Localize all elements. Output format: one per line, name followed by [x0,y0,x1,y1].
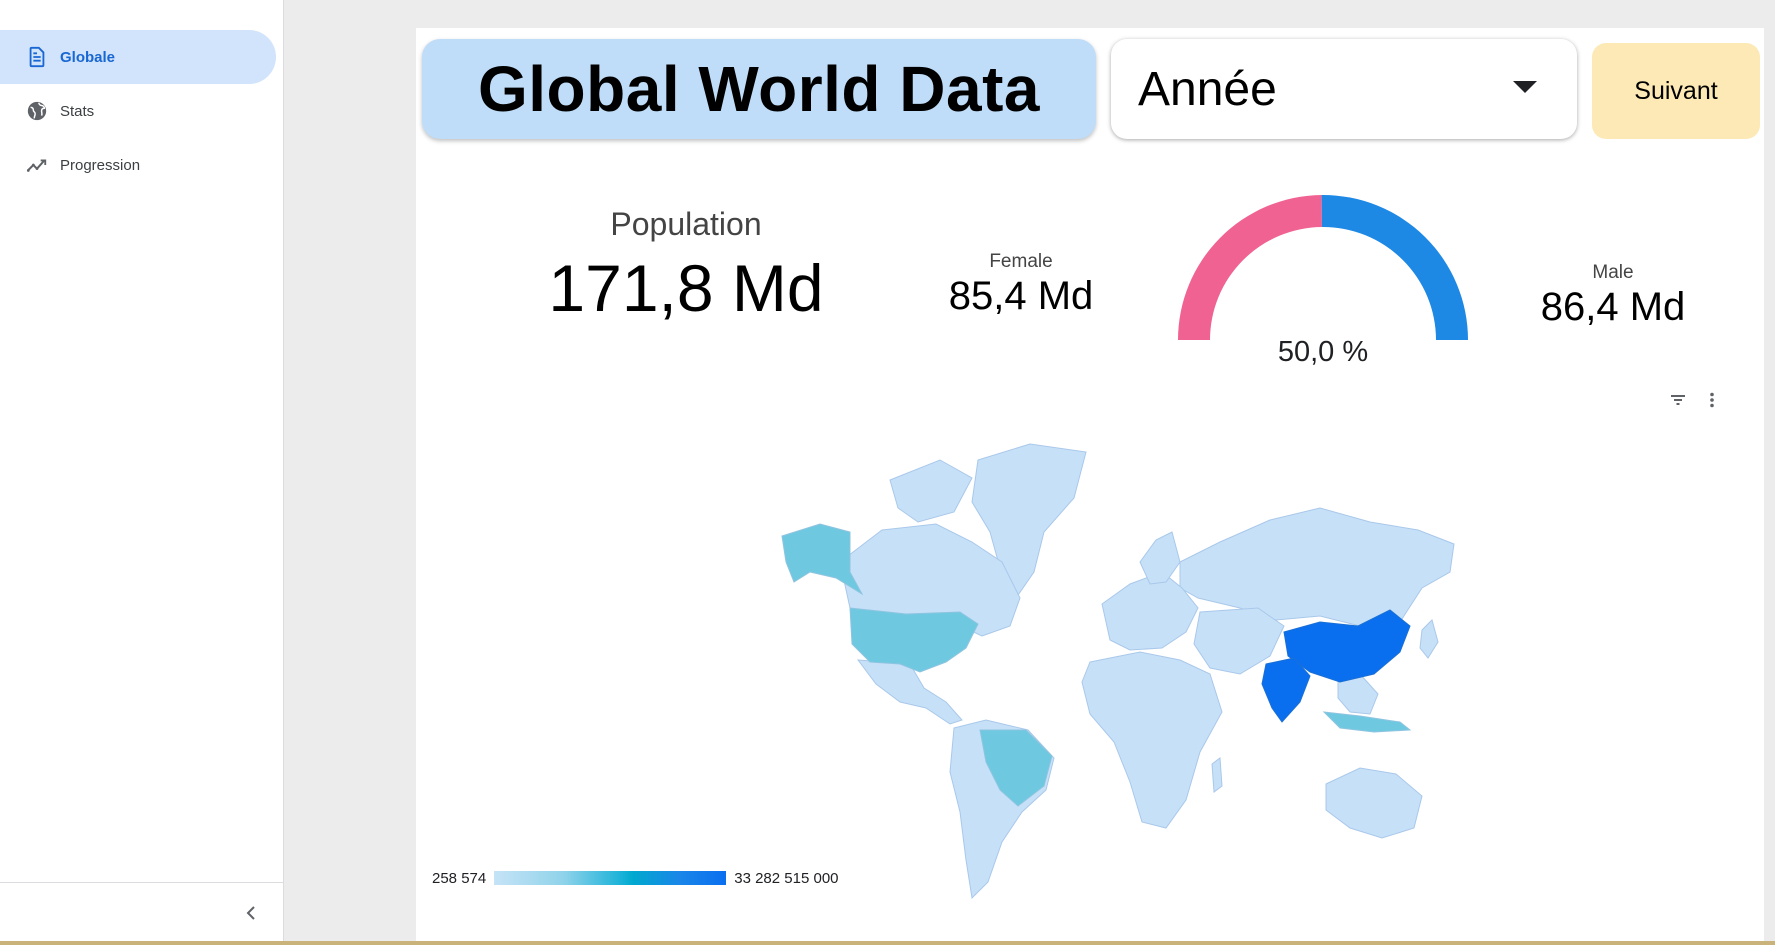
world-map[interactable] [710,412,1522,932]
year-select[interactable]: Année [1111,39,1577,139]
map-china [1283,609,1411,683]
map-brazil [979,729,1053,807]
filter-icon[interactable] [1668,390,1688,414]
window-bottom-border [0,941,1775,945]
sidebar-item-label: Stats [60,102,95,120]
map-alaska [781,523,864,596]
population-value: 171,8 Md [548,251,824,325]
sidebar-item-label: Globale [60,48,116,66]
sidebar-footer [0,882,284,943]
legend-max: 33 282 515 000 [734,869,839,887]
map-canada-islands [889,459,973,523]
female-label: Female [989,251,1053,272]
map-africa [1081,651,1223,829]
sidebar-nav: Globale Stats Progression [0,30,284,192]
map-madagascar [1211,757,1223,793]
chevron-left-icon [246,906,255,920]
map-central-america [856,659,963,725]
next-button[interactable]: Suivant [1592,43,1760,139]
sidebar-item-label: Progression [60,156,141,174]
map-central-asia [1193,607,1285,675]
map-legend: 258 574 33 282 515 000 [432,868,839,888]
sidebar: Globale Stats Progression [0,0,284,943]
map-japan [1419,619,1439,659]
dropdown-arrow-icon [1513,81,1537,93]
sidebar-item-stats[interactable]: Stats [0,84,284,138]
page-title: Global World Data [422,39,1096,139]
map-greenland [971,443,1087,599]
map-europe [1101,571,1199,651]
male-value: 86,4 Md [1540,285,1686,329]
population-label: Population [610,206,762,242]
map-indonesia [1322,711,1412,733]
male-label: Male [1592,262,1634,283]
sidebar-item-progression[interactable]: Progression [0,138,284,192]
gauge-female-arc [1178,195,1322,340]
gauge-male-arc [1321,195,1468,340]
sidebar-item-globale[interactable]: Globale [0,30,276,84]
map-toolbar [1668,390,1722,414]
map-india [1261,657,1311,723]
map-usa [849,607,979,673]
globe-icon [26,100,48,122]
document-icon [26,46,48,68]
year-select-value: Année [1138,62,1277,116]
trending-icon [26,154,48,176]
legend-gradient [494,871,727,885]
more-vert-icon[interactable] [1702,390,1722,414]
legend-min: 258 574 [432,869,487,887]
female-value: 85,4 Md [948,274,1094,318]
gauge-value-label: 50,0 % [1278,336,1368,368]
map-russia [1179,507,1455,627]
report-canvas: Global World Data Année Suivant Populati… [416,28,1764,943]
map-australia [1325,767,1423,839]
collapse-sidebar-button[interactable] [240,901,264,925]
map-scandinavia [1139,531,1181,585]
gender-gauge: 50,0 % [1178,195,1468,368]
